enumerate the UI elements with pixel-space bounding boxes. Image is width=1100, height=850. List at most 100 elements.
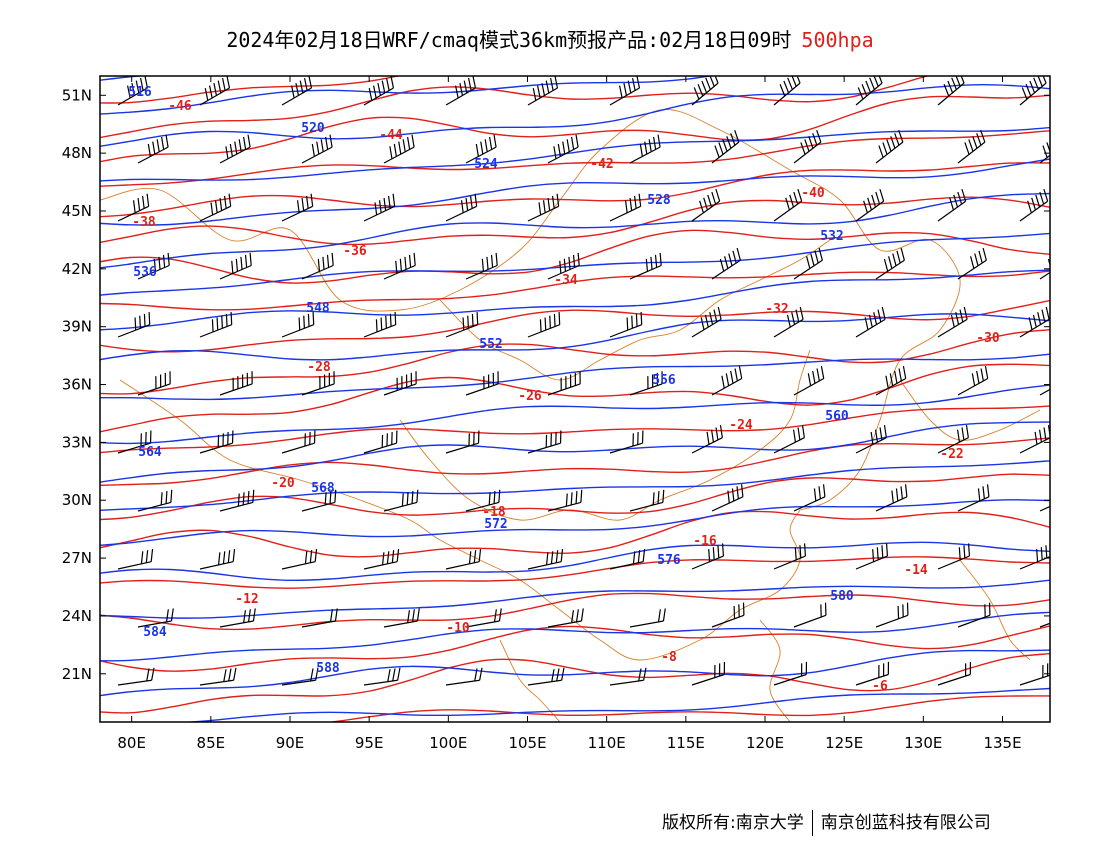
temperature-label: -16 bbox=[693, 534, 717, 549]
wind-barb bbox=[527, 549, 564, 570]
wind-barb bbox=[1039, 614, 1050, 628]
wind-barb bbox=[875, 602, 909, 628]
height-label: 536 bbox=[133, 265, 157, 280]
wind-barb bbox=[1039, 258, 1050, 280]
wind-barb bbox=[363, 667, 401, 686]
wind-barb bbox=[875, 130, 904, 164]
boundary-line bbox=[899, 379, 1041, 441]
height-label: 548 bbox=[306, 301, 330, 316]
lon-label: 90E bbox=[276, 734, 305, 752]
wind-barb bbox=[1019, 306, 1050, 338]
wind-barb bbox=[1019, 425, 1050, 454]
temperature-label: -6 bbox=[872, 679, 888, 694]
wind-barb bbox=[383, 489, 419, 512]
wind-barb bbox=[199, 549, 236, 570]
wind-barb bbox=[301, 608, 338, 628]
temperature-isotherm bbox=[100, 437, 1050, 487]
wind-barb bbox=[629, 252, 662, 280]
temperature-label: -26 bbox=[518, 389, 542, 404]
wind-barb bbox=[363, 76, 395, 106]
height-contour bbox=[100, 269, 1050, 331]
temperature-label: -34 bbox=[554, 273, 578, 288]
wind-barb bbox=[629, 134, 661, 164]
copyright-footer: 版权所有:南京大学 南京创蓝科技有限公司 bbox=[662, 808, 991, 836]
wind-barb bbox=[773, 188, 803, 222]
height-contour bbox=[100, 84, 1050, 147]
map-title: 2024年02月18日WRF/cmaq模式36km预报产品:02月18日09时 5… bbox=[0, 24, 1100, 53]
height-label: 572 bbox=[484, 517, 507, 532]
temperature-isotherm bbox=[100, 162, 1050, 218]
boundary-line bbox=[959, 559, 1031, 661]
boundary-line bbox=[439, 239, 831, 381]
height-label: 524 bbox=[474, 157, 498, 172]
temperature-label: -28 bbox=[307, 360, 331, 375]
wind-barb bbox=[281, 193, 314, 222]
wind-barb bbox=[711, 602, 745, 628]
wind-barb bbox=[117, 430, 152, 454]
lat-label: 21N bbox=[62, 665, 92, 683]
wind-barb bbox=[1019, 188, 1049, 222]
wind-barb bbox=[301, 371, 335, 396]
wind-barb bbox=[937, 306, 968, 338]
height-label: 556 bbox=[652, 373, 676, 388]
temperature-isotherm bbox=[100, 556, 1050, 589]
height-contour bbox=[100, 192, 1050, 269]
wind-barb bbox=[957, 365, 989, 396]
height-contour bbox=[100, 126, 1050, 182]
wind-barb bbox=[465, 134, 497, 164]
wind-barb bbox=[465, 489, 501, 512]
wind-barb bbox=[199, 667, 237, 686]
wind-barb bbox=[363, 430, 398, 454]
wind-barb bbox=[465, 371, 499, 396]
temperature-isotherm bbox=[100, 196, 1050, 246]
wind-barb bbox=[773, 76, 801, 106]
wind-barb bbox=[199, 76, 231, 106]
wind-barb bbox=[957, 130, 986, 164]
wind-barb bbox=[281, 312, 315, 338]
lon-label: 120E bbox=[746, 734, 784, 752]
wind-barb bbox=[937, 425, 969, 454]
height-contour bbox=[100, 649, 1050, 697]
boundary-line bbox=[759, 619, 791, 722]
wind-barb bbox=[957, 247, 987, 280]
wind-barb bbox=[465, 608, 502, 628]
lon-label: 105E bbox=[508, 734, 546, 752]
wind-barb bbox=[855, 76, 883, 106]
temperature-label: -30 bbox=[976, 331, 1000, 346]
height-label: 580 bbox=[830, 589, 854, 604]
lat-label: 51N bbox=[62, 86, 92, 104]
temperature-isotherm bbox=[100, 299, 1050, 353]
temperature-isotherm bbox=[100, 270, 1050, 311]
lon-label: 110E bbox=[588, 734, 626, 752]
temperature-isotherm bbox=[90, 7, 1050, 65]
wind-barb bbox=[465, 252, 498, 280]
wind-barb bbox=[855, 661, 890, 686]
wind-barb bbox=[609, 549, 646, 570]
wind-barb bbox=[1039, 375, 1050, 396]
wind-barb bbox=[383, 252, 416, 280]
wind-barb bbox=[547, 252, 580, 280]
temperature-isotherm bbox=[100, 473, 1050, 521]
pressure-level-label: 500hpa bbox=[801, 28, 874, 52]
temperature-label: -38 bbox=[132, 215, 156, 230]
copyright-company: 南京创蓝科技有限公司 bbox=[820, 813, 991, 833]
wind-barb bbox=[875, 365, 907, 396]
wind-barb bbox=[219, 489, 255, 512]
wind-barb bbox=[281, 667, 319, 686]
temperature-label: -24 bbox=[729, 418, 753, 433]
wind-barb bbox=[383, 371, 417, 396]
wind-barb bbox=[609, 76, 641, 106]
wind-barb bbox=[773, 425, 805, 454]
temperature-label: -12 bbox=[235, 592, 258, 607]
height-contour bbox=[100, 384, 1050, 445]
wind-barb bbox=[937, 661, 972, 686]
lat-label: 39N bbox=[62, 318, 92, 336]
title-text: 2024年02月18日WRF/cmaq模式36km预报产品:02月18日09时 bbox=[226, 28, 792, 52]
wind-barb bbox=[855, 543, 889, 570]
wind-barb bbox=[445, 193, 478, 222]
wind-barb bbox=[445, 667, 483, 686]
height-label: 532 bbox=[820, 229, 843, 244]
temperature-label: -40 bbox=[801, 186, 825, 201]
wind-barb bbox=[1019, 76, 1047, 106]
